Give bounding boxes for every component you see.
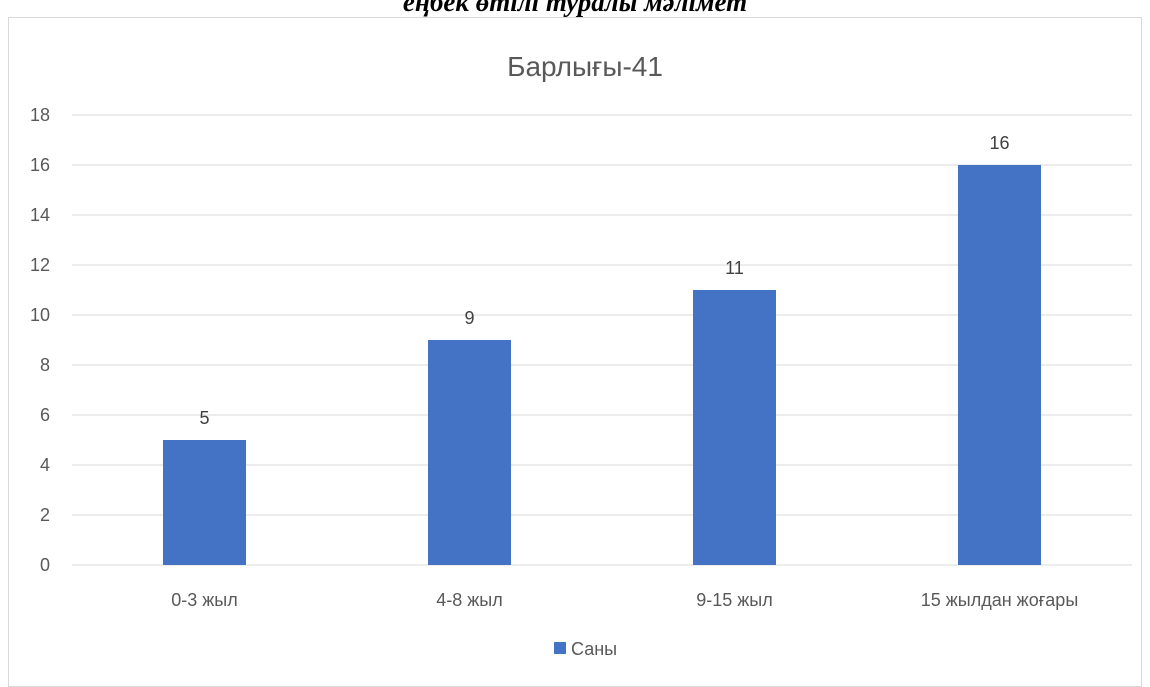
bar-3 <box>958 165 1041 565</box>
bar-0 <box>163 440 246 565</box>
y-tick-label: 4 <box>40 455 50 475</box>
bar-1 <box>428 340 511 565</box>
y-tick-label: 2 <box>40 505 50 525</box>
data-label-2: 11 <box>725 258 744 278</box>
data-labels: 5 9 11 16 <box>199 133 1009 428</box>
chart-area <box>8 17 1142 687</box>
x-axis: 0-3 жыл 4-8 жыл 9-15 жыл 15 жылдан жоғары <box>171 590 1078 610</box>
bars <box>163 165 1041 565</box>
y-tick-label: 10 <box>30 305 50 325</box>
chart-title: Барлығы-41 <box>507 51 663 82</box>
legend-label-sany: Саны <box>571 639 617 659</box>
y-axis: 0 2 4 6 8 10 12 14 16 18 <box>30 105 50 575</box>
y-tick-label: 8 <box>40 355 50 375</box>
y-tick-label: 0 <box>40 555 50 575</box>
legend: Саны <box>554 639 617 659</box>
y-tick-label: 16 <box>30 155 50 175</box>
data-label-3: 16 <box>989 133 1009 153</box>
x-category-label: 15 жылдан жоғары <box>921 590 1079 610</box>
x-category-label: 0-3 жыл <box>171 590 238 610</box>
y-tick-label: 18 <box>30 105 50 125</box>
legend-swatch-sany <box>554 642 566 654</box>
y-tick-label: 12 <box>30 255 50 275</box>
y-tick-label: 14 <box>30 205 50 225</box>
data-label-1: 9 <box>464 308 474 328</box>
document-heading: еңбек өтілі туралы мәлімет <box>402 0 748 17</box>
gridlines <box>72 114 1132 566</box>
bar-2 <box>693 290 776 565</box>
y-tick-label: 6 <box>40 405 50 425</box>
data-label-0: 5 <box>199 408 209 428</box>
x-category-label: 4-8 жыл <box>436 590 503 610</box>
x-category-label: 9-15 жыл <box>696 590 773 610</box>
